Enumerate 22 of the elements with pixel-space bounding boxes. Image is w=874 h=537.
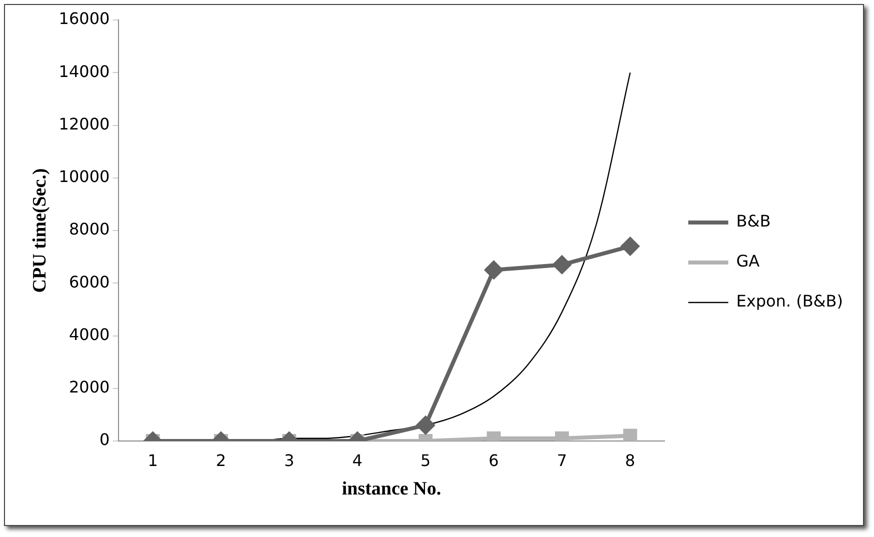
legend-label: B&B — [736, 212, 771, 231]
legend-label: GA — [736, 252, 760, 271]
x-tick-label: 3 — [284, 450, 294, 470]
legend-label: Expon. (B&B) — [736, 292, 843, 311]
x-tick-label: 6 — [488, 450, 499, 470]
y-tick-label: 0 — [100, 430, 110, 450]
y-tick-label: 2000 — [68, 378, 110, 397]
x-tick-label: 1 — [148, 450, 158, 470]
y-tick-label: 14000 — [58, 62, 110, 81]
x-tick-label: 5 — [420, 450, 431, 470]
y-tick-label: 8000 — [68, 220, 110, 239]
x-tick-label: 4 — [352, 450, 362, 470]
y-tick-label: 10000 — [58, 167, 110, 186]
y-tick-label: 12000 — [58, 114, 110, 134]
x-tick-label: 8 — [625, 450, 636, 470]
x-axis-title: instance No. — [342, 478, 442, 500]
y-tick-label: 4000 — [68, 324, 110, 344]
y-tick-label: 6000 — [68, 272, 110, 292]
y-tick-label: 16000 — [58, 9, 110, 28]
x-tick-label: 7 — [556, 450, 568, 470]
x-tick-label: 2 — [216, 450, 226, 470]
y-axis-title: CPU time(Sec.) — [29, 168, 50, 293]
